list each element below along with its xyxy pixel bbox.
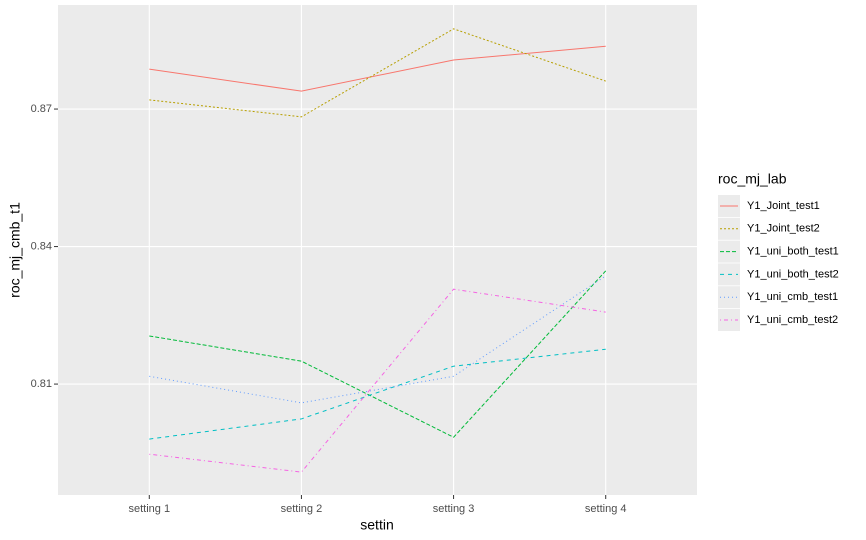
x-tick-label: setting 4 — [585, 503, 627, 515]
x-tick-label: setting 2 — [281, 503, 323, 515]
legend-label: Y1_uni_cmb_test2 — [747, 314, 838, 326]
y-tick-label: 0.84 — [31, 240, 52, 252]
legend-label: Y1_uni_both_test2 — [747, 268, 839, 280]
legend-label: Y1_Joint_test1 — [747, 200, 820, 212]
y-axis-label: roc_mj_cmb_t1 — [7, 202, 23, 298]
series-line — [149, 28, 606, 118]
panel-background — [58, 5, 697, 495]
y-tick-label: 0.81 — [31, 378, 52, 390]
x-tick-label: setting 1 — [128, 503, 170, 515]
series-line — [149, 288, 606, 473]
legend-title: roc_mj_lab — [718, 171, 787, 187]
legend-label: Y1_Joint_test2 — [747, 223, 820, 235]
x-tick-label: setting 3 — [433, 503, 475, 515]
series-line — [149, 348, 606, 440]
y-tick-label: 0.87 — [31, 103, 52, 115]
legend-label: Y1_uni_cmb_test1 — [747, 291, 838, 303]
series-line — [149, 45, 606, 92]
series-line — [149, 275, 606, 404]
legend-label: Y1_uni_both_test1 — [747, 246, 839, 258]
x-axis-label: settin — [360, 517, 393, 533]
legend-key — [718, 309, 740, 331]
